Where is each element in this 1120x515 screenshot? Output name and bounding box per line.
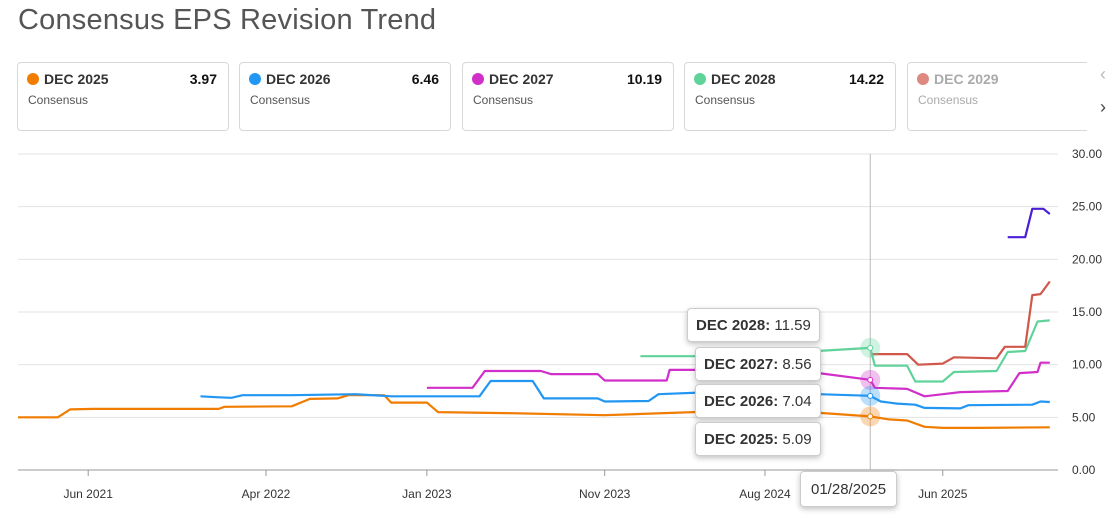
tooltip-label: DEC 2026 xyxy=(704,393,774,410)
x-tick-label: Aug 2024 xyxy=(739,487,791,501)
series-color-dot xyxy=(917,73,929,85)
tooltip-label: DEC 2025 xyxy=(704,431,774,448)
x-axis-ticks: Jun 2021 Apr 2022 Jan 2023 Nov 2023 Aug 2024… xyxy=(63,470,968,501)
y-tick-label: 20.00 xyxy=(1072,252,1102,266)
cards-next-chevron-icon[interactable]: › xyxy=(1100,97,1106,117)
hover-marker-point xyxy=(867,344,874,351)
card-label: DEC 2029 xyxy=(934,71,999,87)
series-lines xyxy=(18,207,1051,429)
series-color-dot xyxy=(472,73,484,85)
tooltip-value: 11.59 xyxy=(774,317,811,334)
series-line-dec-2027 xyxy=(426,361,1050,398)
y-tick-label: 0.00 xyxy=(1072,463,1096,477)
series-line-5 xyxy=(1007,207,1051,239)
tooltip-dec-2028: DEC 2028: 11.59 xyxy=(687,308,820,342)
card-sublabel: Consensus xyxy=(250,93,311,107)
hover-marker-point xyxy=(867,392,874,399)
card-sublabel: Consensus xyxy=(28,93,89,107)
card-value: 14.22 xyxy=(848,71,884,87)
x-tick-label: Jan 2023 xyxy=(402,487,452,501)
card-label: DEC 2028 xyxy=(711,71,776,87)
card-sublabel: Consensus xyxy=(918,93,979,107)
tooltip-label: DEC 2027 xyxy=(704,356,774,373)
card-sublabel: Consensus xyxy=(473,93,534,107)
card-label: DEC 2026 xyxy=(266,71,331,87)
x-tick-label: Jun 2025 xyxy=(918,487,968,501)
card-dec-2029[interactable]: DEC 2029 Consensus xyxy=(907,62,1087,131)
series-color-dot xyxy=(249,73,261,85)
tooltip-dec-2025: DEC 2025: 5.09 xyxy=(695,422,821,456)
y-tick-label: 25.00 xyxy=(1072,200,1102,214)
cards-prev-chevron-icon[interactable]: ‹ xyxy=(1100,64,1106,84)
hover-marker-point xyxy=(867,376,874,383)
hover-marker-point xyxy=(867,413,874,420)
x-tick-label: Apr 2022 xyxy=(242,487,291,501)
card-value: 10.19 xyxy=(626,71,662,87)
y-tick-label: 15.00 xyxy=(1072,305,1102,319)
y-tick-label: 10.00 xyxy=(1072,358,1102,372)
hover-markers xyxy=(860,337,881,427)
series-cards: DEC 2025 3.97 Consensus DEC 2026 6.46 Co… xyxy=(17,62,1087,132)
x-tick-label: Nov 2023 xyxy=(579,487,631,501)
y-axis-ticks: 30.00 25.00 20.00 15.00 10.00 5.00 0.00 xyxy=(1072,147,1102,477)
eps-revision-chart[interactable]: 30.00 25.00 20.00 15.00 10.00 5.00 0.00 Jun 20… xyxy=(0,140,1120,515)
tooltip-value: 5.09 xyxy=(782,431,812,448)
series-line-dec-2025 xyxy=(18,394,1050,429)
card-dec-2026[interactable]: DEC 2026 6.46 Consensus xyxy=(239,62,451,131)
tooltip-dec-2027: DEC 2027: 8.56 xyxy=(695,347,821,381)
grid-lines xyxy=(18,153,1058,471)
tooltip-value: 8.56 xyxy=(782,356,812,373)
card-value: 3.97 xyxy=(189,71,217,87)
y-tick-label: 5.00 xyxy=(1072,410,1096,424)
card-dec-2028[interactable]: DEC 2028 14.22 Consensus xyxy=(684,62,896,131)
series-line-dec-2026 xyxy=(200,379,1050,410)
tooltip-label: DEC 2028 xyxy=(696,317,766,334)
tooltip-dec-2026: DEC 2026: 7.04 xyxy=(695,384,821,418)
series-color-dot xyxy=(694,73,706,85)
card-label: DEC 2027 xyxy=(489,71,554,87)
card-dec-2027[interactable]: DEC 2027 10.19 Consensus xyxy=(462,62,674,131)
card-dec-2025[interactable]: DEC 2025 3.97 Consensus xyxy=(17,62,229,131)
card-label: DEC 2025 xyxy=(44,71,109,87)
tooltip-value: 7.04 xyxy=(782,393,812,410)
page-title: Consensus EPS Revision Trend xyxy=(18,4,437,36)
x-tick-label: Jun 2021 xyxy=(63,487,113,501)
series-line-dec-2029 xyxy=(872,280,1051,366)
series-color-dot xyxy=(27,73,39,85)
y-tick-label: 30.00 xyxy=(1072,147,1102,161)
hover-date-label: 01/28/2025 xyxy=(800,471,898,507)
card-sublabel: Consensus xyxy=(695,93,756,107)
card-value: 6.46 xyxy=(411,71,439,87)
